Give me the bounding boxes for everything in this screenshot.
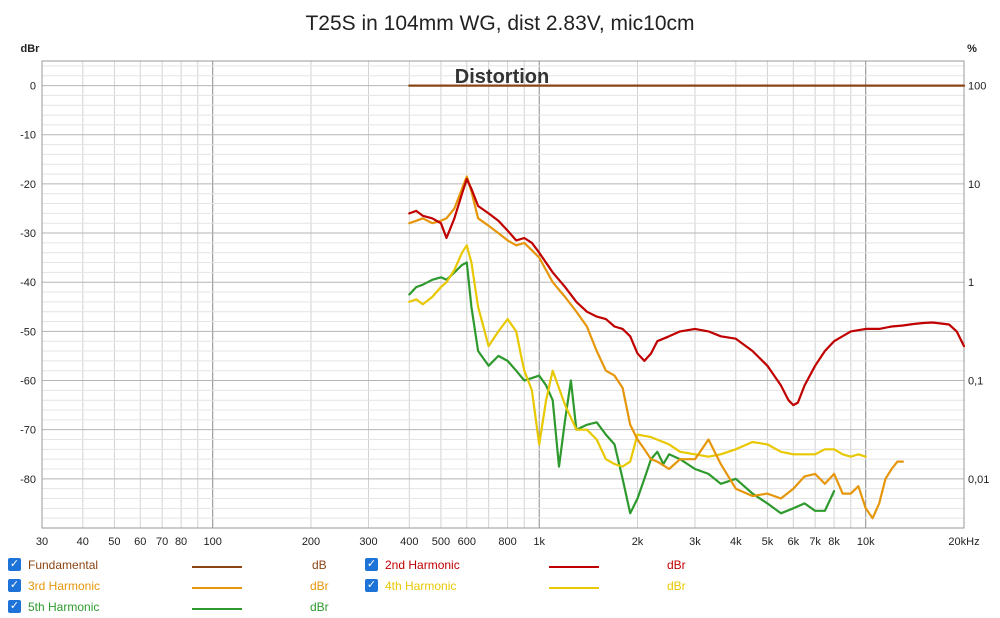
y-left-tick-label: -80	[20, 474, 36, 486]
legend-label: 5th Harmonic	[28, 600, 100, 614]
y-right-tick-label: 10	[968, 179, 980, 191]
legend-unit: dBr	[310, 579, 329, 593]
x-tick-label: 80	[175, 536, 187, 548]
tick-labels: 30 40 50 60 70 80 100 200 300 400 500 600 800 1k 2k 3k 4…	[20, 81, 989, 548]
series-line-4th-harmonic	[408, 244, 867, 468]
y-left-tick-label: -60	[20, 376, 36, 388]
x-tick-label: 40	[77, 536, 89, 548]
legend-swatch	[549, 587, 599, 589]
x-tick-label: 400	[400, 536, 418, 548]
legend-swatch	[192, 608, 242, 610]
y-left-tick-label: -30	[20, 228, 36, 240]
x-tick-label: 7k	[809, 536, 821, 548]
series-layer	[408, 84, 966, 520]
x-tick-label: 2k	[632, 536, 644, 548]
legend-swatch	[549, 566, 599, 568]
legend-label: 3rd Harmonic	[28, 579, 101, 593]
y-left-tick-label: -70	[20, 425, 36, 437]
legend-unit: dBr	[667, 558, 686, 572]
series-line-5th-harmonic	[408, 261, 836, 515]
legend-label: Fundamental	[28, 558, 99, 572]
x-tick-label: 600	[458, 536, 476, 548]
y-left-unit: dBr	[21, 43, 41, 55]
x-tick-label: 50	[108, 536, 120, 548]
plot-frame	[41, 60, 965, 529]
legend-swatch	[192, 566, 242, 568]
checkbox-icon[interactable]: ✓	[8, 579, 21, 592]
x-tick-label: 6k	[787, 536, 799, 548]
legend-label: 2nd Harmonic	[385, 558, 460, 572]
distortion-chart: T25S in 104mm WG, dist 2.83V, mic10cm dB…	[20, 12, 989, 548]
x-tick-label: 30	[36, 536, 48, 548]
x-tick-label: 20kHz	[948, 536, 979, 548]
x-tick-label: 4k	[730, 536, 742, 548]
checkbox-icon[interactable]: ✓	[365, 558, 378, 571]
y-right-tick-label: 0,1	[968, 376, 983, 388]
x-tick-label: 60	[134, 536, 146, 548]
series-line-2nd-harmonic	[408, 177, 966, 407]
legend-swatch	[192, 587, 242, 589]
y-left-tick-label: 0	[30, 81, 36, 93]
y-left-tick-label: -50	[20, 326, 36, 338]
x-tick-label: 300	[359, 536, 377, 548]
x-tick-label: 200	[302, 536, 320, 548]
x-tick-label: 500	[432, 536, 450, 548]
y-left-tick-label: -40	[20, 277, 36, 289]
x-tick-label: 10k	[857, 536, 875, 548]
y-right-tick-label: 0,01	[968, 474, 989, 486]
y-left-tick-label: -20	[20, 179, 36, 191]
legend-unit: dBr	[667, 579, 686, 593]
y-right-unit: %	[967, 43, 977, 55]
x-tick-label: 5k	[762, 536, 774, 548]
y-right-tick-label: 1	[968, 277, 974, 289]
legend-item-fundamental[interactable]: ✓ Fundamental dB	[8, 556, 348, 576]
checkbox-icon[interactable]: ✓	[365, 579, 378, 592]
y-right-tick-label: 100	[968, 81, 986, 93]
checkbox-icon[interactable]: ✓	[8, 558, 21, 571]
legend-item-4th-harmonic[interactable]: ✓ 4th Harmonic dBr	[365, 577, 705, 597]
checkbox-icon[interactable]: ✓	[8, 600, 21, 613]
legend-item-5th-harmonic[interactable]: ✓ 5th Harmonic dBr	[8, 598, 348, 618]
x-tick-label: 1k	[533, 536, 545, 548]
x-tick-label: 100	[204, 536, 222, 548]
legend-unit: dBr	[310, 600, 329, 614]
legend: ✓ Fundamental dB ✓ 2nd Harmonic dBr ✓ 3r…	[0, 552, 1000, 618]
chart-annotation: Distortion	[455, 66, 549, 88]
legend-item-3rd-harmonic[interactable]: ✓ 3rd Harmonic dBr	[8, 577, 348, 597]
x-tick-label: 800	[498, 536, 516, 548]
chart-title: T25S in 104mm WG, dist 2.83V, mic10cm	[305, 12, 694, 35]
x-tick-label: 3k	[689, 536, 701, 548]
legend-unit: dB	[312, 558, 327, 572]
y-left-tick-label: -10	[20, 130, 36, 142]
x-tick-label: 70	[156, 536, 168, 548]
legend-item-2nd-harmonic[interactable]: ✓ 2nd Harmonic dBr	[365, 556, 705, 576]
grid-lines	[41, 61, 965, 529]
legend-label: 4th Harmonic	[385, 579, 457, 593]
x-tick-label: 8k	[828, 536, 840, 548]
